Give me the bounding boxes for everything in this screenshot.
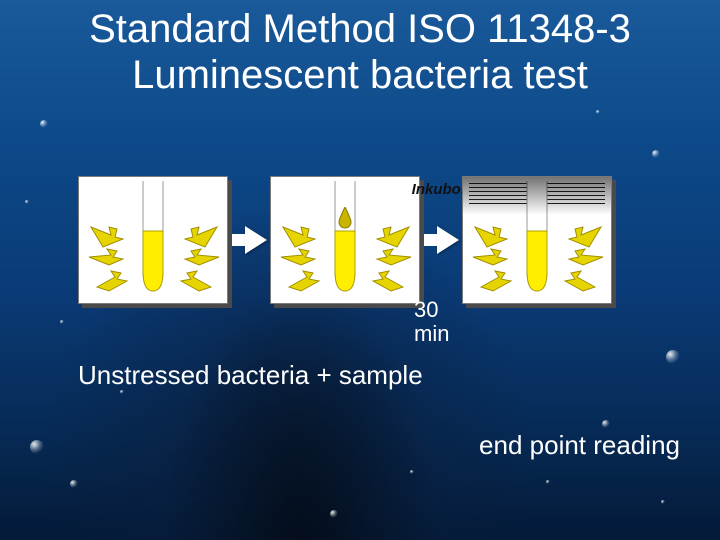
panel-add-sample: Inkuboi bbox=[270, 176, 420, 304]
emission-arrows-icon bbox=[271, 177, 421, 305]
incubation-time-value: 30 bbox=[414, 298, 449, 322]
slide-title: Standard Method ISO 11348-3 Luminescent … bbox=[0, 6, 720, 98]
emission-arrows-icon bbox=[463, 177, 613, 305]
bubble bbox=[30, 440, 44, 454]
bubble bbox=[666, 350, 680, 364]
bubble bbox=[60, 320, 64, 324]
bubble bbox=[410, 470, 414, 474]
bubble bbox=[602, 420, 610, 428]
title-line-1: Standard Method ISO 11348-3 bbox=[0, 6, 720, 52]
flow-arrow-2 bbox=[420, 226, 462, 254]
bubble bbox=[652, 150, 660, 158]
incubation-time: 30 min bbox=[414, 298, 449, 346]
bubble bbox=[661, 500, 665, 504]
bubble bbox=[25, 200, 29, 204]
caption-endpoint: end point reading bbox=[479, 430, 680, 461]
title-line-2: Luminescent bacteria test bbox=[0, 52, 720, 98]
process-panels: Inkuboi bbox=[78, 170, 658, 310]
incubation-label: Inkuboi bbox=[412, 181, 465, 198]
flow-arrow-1 bbox=[228, 226, 270, 254]
panel-unstressed-bacteria bbox=[78, 176, 228, 304]
bubble bbox=[40, 120, 48, 128]
incubation-time-unit: min bbox=[414, 322, 449, 346]
bubble bbox=[596, 110, 600, 114]
bubble bbox=[70, 480, 78, 488]
caption-unstressed: Unstressed bacteria + sample bbox=[78, 360, 423, 391]
bubble bbox=[330, 510, 338, 518]
bubble bbox=[546, 480, 550, 484]
panel-endpoint-reading bbox=[462, 176, 612, 304]
emission-arrows-icon bbox=[79, 177, 229, 305]
background-silhouette bbox=[160, 280, 440, 540]
